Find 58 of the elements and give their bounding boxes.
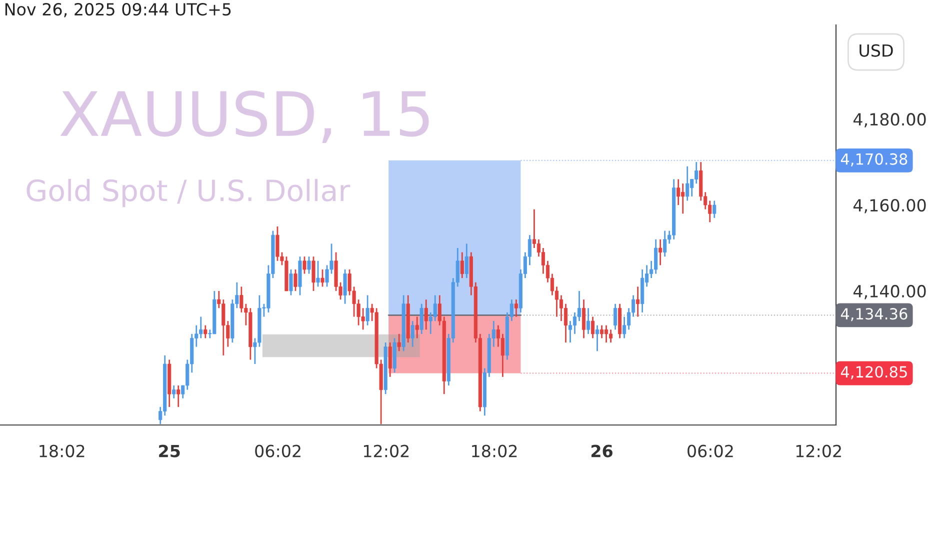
x-tick-label: 18:02 xyxy=(472,444,517,458)
candlestick xyxy=(464,242,468,279)
candlestick xyxy=(289,268,293,296)
x-tick-label: 18:02 xyxy=(40,444,84,458)
x-tick-label: 12:02 xyxy=(364,444,409,458)
candlestick xyxy=(397,333,401,352)
candlestick xyxy=(658,238,662,266)
x-tick-label: 12:02 xyxy=(796,444,841,458)
candlestick xyxy=(572,312,577,335)
candlestick xyxy=(500,333,504,378)
candlestick xyxy=(514,298,518,318)
candlestick xyxy=(614,303,618,330)
y-tick-label: 4,160.00 xyxy=(853,198,926,214)
candlestick xyxy=(541,247,546,274)
x-tick-label: 06:02 xyxy=(688,444,733,458)
candlestick xyxy=(320,268,324,288)
candlestick xyxy=(316,260,320,288)
candlestick xyxy=(420,303,424,335)
candlestick xyxy=(302,256,306,274)
candlestick xyxy=(582,298,586,339)
candlestick xyxy=(176,384,180,408)
text: USD xyxy=(860,44,893,57)
candlestick xyxy=(204,324,208,339)
candlestick xyxy=(663,230,667,258)
candlestick xyxy=(307,256,311,274)
band-label: 4,120.85 xyxy=(840,366,907,380)
candlestick xyxy=(600,324,604,339)
candlestick xyxy=(559,294,564,322)
band-label: 4,170.38 xyxy=(840,153,908,166)
ref-line-label: 4,134.36 xyxy=(840,308,908,322)
candlestick xyxy=(636,286,640,318)
candlestick xyxy=(568,320,572,344)
candlestick xyxy=(586,307,590,335)
candlestick xyxy=(294,268,298,292)
candlestick xyxy=(564,303,568,344)
candlestick xyxy=(366,294,370,326)
y-tick-label: 4,180.00 xyxy=(853,113,926,128)
candlestick xyxy=(172,384,176,400)
text: Gold Spot / U.S. Dollar xyxy=(26,178,350,208)
y-tick-label: 4,140.00 xyxy=(853,284,926,300)
candlestick xyxy=(343,268,347,305)
candlestick xyxy=(590,316,595,339)
text: XAUUSD, 15 xyxy=(60,90,429,143)
text: Nov 26, 2025 09:44 UTC+5 xyxy=(5,2,231,18)
x-tick-label: 06:02 xyxy=(255,444,300,458)
candlestick xyxy=(577,290,582,322)
candlestick xyxy=(410,320,414,348)
candlestick xyxy=(424,298,428,330)
candlestick xyxy=(712,200,716,219)
x-tick-label: 26 xyxy=(591,444,612,458)
candlestick xyxy=(604,324,608,344)
candlestick xyxy=(312,256,316,292)
candlestick xyxy=(595,324,600,352)
x-tick-label: 25 xyxy=(159,444,180,458)
candlestick xyxy=(388,342,392,378)
candlestick xyxy=(460,252,464,279)
candlestick xyxy=(622,316,626,339)
candlestick xyxy=(415,316,419,339)
